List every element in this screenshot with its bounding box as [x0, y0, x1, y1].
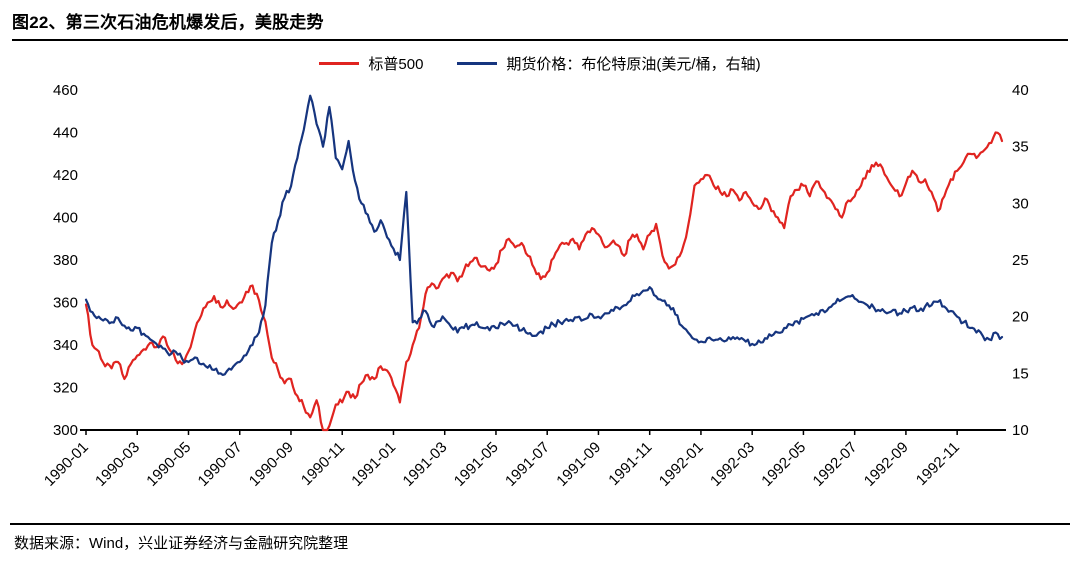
svg-text:10: 10: [1012, 422, 1029, 439]
legend-label-brent: 期货价格：布伦特原油(美元/桶，右轴): [506, 56, 761, 73]
svg-text:400: 400: [53, 210, 78, 227]
svg-text:420: 420: [53, 167, 78, 184]
svg-text:1992-03: 1992-03: [707, 439, 758, 490]
svg-text:1991-11: 1991-11: [605, 439, 655, 489]
svg-text:1990-05: 1990-05: [143, 439, 194, 490]
svg-text:1991-07: 1991-07: [502, 439, 553, 490]
title-divider: [12, 39, 1068, 41]
svg-text:1991-09: 1991-09: [553, 439, 604, 490]
svg-text:1991-03: 1991-03: [400, 439, 451, 490]
sp500-line: [84, 131, 1004, 432]
svg-text:30: 30: [1012, 195, 1029, 212]
footer-divider: [10, 523, 1070, 525]
left-axis-labels: 460 440 420 400 380 360 340 320 300: [53, 82, 78, 439]
svg-text:440: 440: [53, 125, 78, 142]
svg-text:300: 300: [53, 422, 78, 439]
legend-label-sp500: 标普500: [368, 56, 424, 73]
svg-text:360: 360: [53, 295, 78, 312]
svg-text:20: 20: [1012, 309, 1029, 326]
svg-text:1992-07: 1992-07: [810, 439, 861, 490]
svg-text:1992-05: 1992-05: [758, 439, 809, 490]
svg-text:340: 340: [53, 337, 78, 354]
svg-text:1991-01: 1991-01: [348, 439, 399, 490]
svg-text:1990-11: 1990-11: [298, 439, 348, 489]
svg-text:35: 35: [1012, 139, 1029, 156]
data-source-note: 数据来源：Wind，兴业证券经济与金融研究院整理: [14, 535, 349, 552]
svg-text:1990-07: 1990-07: [195, 439, 246, 490]
chart-footer: 数据来源：Wind，兴业证券经济与金融研究院整理: [0, 523, 1080, 562]
svg-text:25: 25: [1012, 252, 1029, 269]
legend-item-sp500: 标普500: [319, 53, 423, 74]
svg-text:40: 40: [1012, 82, 1029, 99]
svg-text:1991-05: 1991-05: [451, 439, 502, 490]
chart-header: 图22、第三次石油危机爆发后，美股走势: [0, 0, 1080, 41]
svg-text:1990-01: 1990-01: [41, 439, 92, 490]
dual-axis-line-chart: 460 440 420 400 380 360 340 320 300 40 35 30 25 20 15 1…: [41, 82, 1029, 490]
svg-text:15: 15: [1012, 365, 1029, 382]
brent-line-swatch: [457, 62, 498, 65]
svg-text:320: 320: [53, 380, 78, 397]
sp500-line-swatch: [319, 62, 360, 65]
svg-text:1990-09: 1990-09: [246, 439, 297, 490]
svg-text:460: 460: [53, 82, 78, 99]
svg-text:380: 380: [53, 252, 78, 269]
svg-text:1992-09: 1992-09: [861, 439, 912, 490]
chart-title: 图22、第三次石油危机爆发后，美股走势: [12, 13, 324, 32]
right-axis-labels: 40 35 30 25 20 15 10: [1012, 82, 1029, 439]
legend: 标普500 期货价格：布伦特原油(美元/桶，右轴): [0, 53, 1080, 74]
svg-text:1992-11: 1992-11: [913, 439, 963, 489]
brent-line: [84, 94, 1004, 376]
x-axis-labels: 1990-01 1990-03 1990-05 1990-07 1990-09 1990-…: [41, 430, 963, 490]
svg-text:1992-01: 1992-01: [656, 439, 707, 490]
legend-item-brent: 期货价格：布伦特原油(美元/桶，右轴): [457, 53, 761, 74]
svg-text:1990-03: 1990-03: [92, 439, 143, 490]
